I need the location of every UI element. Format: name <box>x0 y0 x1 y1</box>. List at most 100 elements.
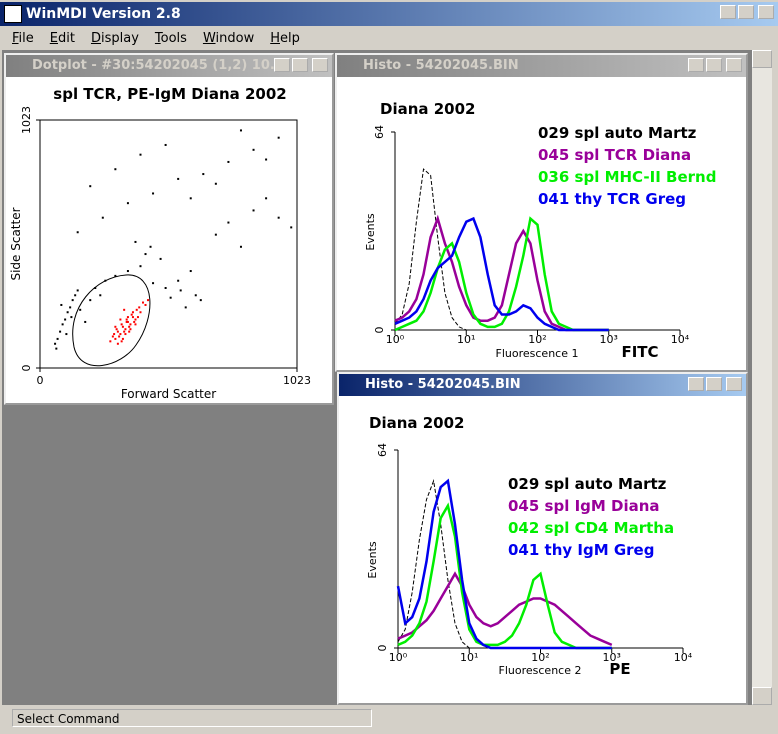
menu-item[interactable]: Tools <box>154 31 187 46</box>
histogram-line <box>397 571 613 647</box>
x-tick-label: 10¹ <box>460 651 478 664</box>
dot <box>199 299 202 302</box>
x-axis-label: Fluorescence 1 <box>496 347 579 360</box>
dot <box>99 294 102 297</box>
chart-title: Diana 2002 <box>380 100 476 118</box>
dot <box>89 185 92 188</box>
dot <box>101 216 104 219</box>
dot <box>130 313 133 316</box>
dot <box>139 265 142 268</box>
dot <box>164 287 167 289</box>
dot <box>56 337 59 340</box>
dot <box>59 330 62 333</box>
app-icon <box>4 5 22 23</box>
dot <box>139 153 142 156</box>
app-title: WinMDI Version 2.8 <box>26 6 181 22</box>
dot <box>177 279 180 282</box>
dot <box>277 216 280 219</box>
dot <box>164 143 167 146</box>
dot <box>109 340 112 343</box>
minimize[interactable] <box>720 5 736 19</box>
dot <box>202 173 205 176</box>
dot <box>194 294 197 297</box>
dot <box>114 274 117 277</box>
dot <box>227 221 230 224</box>
dot <box>139 311 142 314</box>
window-title: Histo - 54202045.BIN <box>365 377 521 392</box>
dot <box>69 306 72 309</box>
dot <box>126 320 129 323</box>
dot <box>131 316 134 319</box>
dot <box>94 287 97 289</box>
histo-window[interactable]: Histo - 54202045.BIN Diana 2002 10⁰ 10¹ 10²… <box>337 372 748 705</box>
dot <box>128 325 131 328</box>
dot <box>89 299 92 302</box>
x-axis-label: Forward Scatter <box>121 387 216 401</box>
dot <box>134 318 137 321</box>
dot <box>184 306 187 309</box>
dotplot-window[interactable]: Dotplot - #30:54202045 (1,2) 10... spl T… <box>4 53 334 405</box>
close[interactable] <box>758 5 774 19</box>
y-tick-label: 1023 <box>20 106 33 134</box>
dot <box>144 303 147 306</box>
menu-bar: File Edit Display Tools Window Help <box>12 31 316 46</box>
dot <box>138 306 141 309</box>
dot <box>121 337 124 340</box>
dot <box>133 320 136 323</box>
dot <box>277 136 280 139</box>
maximize[interactable] <box>738 5 754 19</box>
menu-item[interactable]: Help <box>270 31 300 46</box>
chart: Diana 2002 10⁰ 10¹ 10² 10³ 10⁴ 0 64 Events Fluore… <box>337 77 746 370</box>
dot <box>123 330 126 333</box>
dot <box>76 231 79 234</box>
dot <box>60 303 63 306</box>
y-tick-label: 0 <box>376 645 389 652</box>
x-tick-label: 10⁰ <box>386 333 405 346</box>
channel-label: FITC <box>621 343 658 361</box>
dot <box>74 294 77 297</box>
dot <box>126 316 129 319</box>
x-tick-label: 10² <box>528 333 546 346</box>
dot <box>189 197 192 200</box>
y-axis-label: Events <box>364 213 377 251</box>
menu-item[interactable]: File <box>12 31 34 46</box>
window-title-bar: Dotplot - #30:54202045 (1,2) 10... <box>6 55 332 77</box>
menu-item[interactable]: Window <box>202 31 255 46</box>
y-axis-label: Side Scatter <box>9 207 23 280</box>
gate <box>72 274 151 367</box>
status-bar: Select Command <box>12 709 372 727</box>
legend-entry: 041 thy TCR Greg <box>538 190 686 208</box>
dot <box>123 308 126 311</box>
dot <box>129 328 132 331</box>
dot <box>227 160 230 163</box>
menu-item[interactable]: Edit <box>49 31 75 46</box>
dot <box>55 347 58 350</box>
legend-entry: 036 spl MHC-II Bernd <box>538 168 716 186</box>
dot <box>84 320 87 323</box>
menu-item[interactable]: Display <box>90 31 139 46</box>
x-tick-label: 10³ <box>603 651 621 664</box>
legend-entry: 029 spl auto Martz <box>538 124 697 142</box>
legend-entry: 045 spl TCR Diana <box>538 146 691 164</box>
x-tick-label: 10⁴ <box>674 651 693 664</box>
scrollbar[interactable] <box>752 50 772 705</box>
chart-title: spl TCR, PE-IgM Diana 2002 <box>53 85 286 103</box>
dot <box>113 333 116 336</box>
dot <box>177 177 180 180</box>
dot <box>64 318 67 321</box>
histogram-line <box>396 478 612 650</box>
plot-frame <box>39 119 298 369</box>
x-tick-label: 1023 <box>283 374 311 387</box>
dot <box>159 257 162 260</box>
dot <box>124 328 127 331</box>
dot <box>131 311 134 314</box>
dot <box>114 337 117 340</box>
dot <box>134 323 137 326</box>
x-tick-label: 10⁰ <box>389 651 408 664</box>
dot <box>65 333 68 336</box>
dot <box>136 316 139 319</box>
histo-window[interactable]: Histo - 54202045.BIN Diana 2002 10⁰ 10¹ 10²… <box>335 53 748 372</box>
dot <box>120 323 123 326</box>
window-title: Histo - 54202045.BIN <box>363 58 519 73</box>
chart: spl TCR, PE-IgM Diana 2002 0 1023 0 1023 Forw… <box>6 77 332 403</box>
